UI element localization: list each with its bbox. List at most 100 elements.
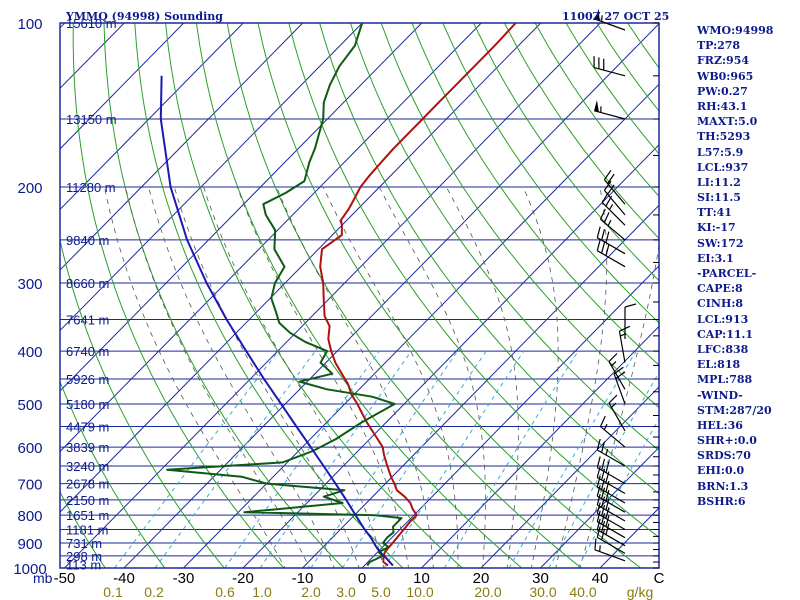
dry-adiabat-line (319, 23, 659, 495)
wind-barb-full (608, 353, 618, 363)
mixing-ratio-tick-label: 40.0 (569, 584, 596, 600)
temperature-tick-label: -40 (113, 570, 135, 587)
moist-adiabat-line (378, 186, 486, 568)
wind-barb-full (599, 415, 606, 427)
moist-adiabat-line (522, 186, 559, 568)
wind-barb-full (596, 239, 601, 251)
wind-barb (603, 169, 626, 205)
index-entry: CAPE:8 (697, 282, 743, 296)
temperature-tick-label: 0 (358, 570, 366, 587)
index-entry: STM:287/20 (697, 403, 772, 417)
isotherm-line (480, 386, 659, 568)
wind-barb (594, 538, 626, 562)
temperature-tick-label: -20 (232, 570, 254, 587)
isotherm-line (60, 23, 423, 392)
parcel-line (159, 75, 394, 567)
wind-barb (608, 394, 626, 432)
wind-barb-staff (596, 486, 626, 504)
index-entry: EL:818 (697, 358, 741, 372)
pressure-tick-label: 400 (17, 344, 42, 361)
moist-adiabat-line (236, 186, 409, 568)
index-entry: TP:278 (697, 39, 741, 53)
dry-adiabat-line (442, 23, 659, 324)
index-entry: SHR+:0.0 (697, 434, 757, 448)
wind-barb-full (605, 480, 610, 493)
wind-barb (599, 208, 626, 241)
dry-adiabat-line (288, 23, 659, 538)
height-label: 1651 m (66, 508, 109, 523)
dry-adiabat-line (60, 380, 166, 568)
pressure-tick-label: 800 (17, 508, 42, 525)
mixing-ratio-tick-label: 30.0 (529, 584, 556, 600)
height-label: 6740 m (66, 344, 109, 359)
wind-barb-staff (608, 402, 626, 432)
temperature-tick-label: -10 (292, 570, 314, 587)
wind-barb-staff (608, 361, 626, 390)
index-entry: BRN:1.3 (697, 479, 749, 493)
wind-barb (596, 510, 626, 539)
isotherm-line (60, 23, 363, 332)
wind-barb-staff (613, 373, 626, 405)
wind-barbs (593, 8, 659, 569)
height-label: 1181 m (66, 523, 108, 538)
dry-adiabat-line (257, 23, 642, 568)
height-label: 11280 m (66, 180, 116, 195)
height-label: 9840 m (66, 233, 109, 248)
index-entry: KI:-17 (697, 221, 736, 235)
wind-barb-full (601, 192, 609, 203)
wind-barb-full (601, 458, 606, 471)
wind-barb (593, 100, 626, 120)
index-entry: MAXT:5.0 (697, 115, 758, 129)
wind-barb-staff (603, 179, 626, 205)
index-entry: MPL:788 (697, 373, 753, 387)
temperature-tick-label: -50 (54, 570, 76, 587)
index-entry: LFC:838 (697, 342, 749, 356)
wind-barb-full (613, 366, 624, 375)
wind-barb-full (605, 461, 610, 473)
index-entry: WMO:94998 (697, 24, 774, 37)
wind-barb-full (596, 485, 601, 497)
height-label: 298 m (66, 549, 102, 564)
temperature-tick-label: 20 (473, 570, 490, 587)
isotherm-line (361, 265, 659, 568)
wind-barb-full (603, 180, 612, 191)
wind-barb-staff (594, 18, 626, 31)
index-entry: PW:0.27 (697, 84, 748, 98)
mixing-ratio-tick-label: 0.6 (215, 584, 235, 600)
wind-barb (596, 502, 626, 531)
moist-adiabat-line (125, 187, 311, 568)
height-label: 13150 m (66, 112, 117, 127)
wind-barb (596, 485, 626, 513)
mixing-ratio-tick-label: 10.0 (406, 584, 433, 600)
wind-barb-half (605, 448, 609, 456)
index-entry: SI:11.5 (697, 191, 741, 205)
moist-adiabat-line (555, 187, 608, 568)
isotherm-line (60, 23, 185, 150)
moist-adiabat-line (579, 243, 659, 568)
wind-barb-full (605, 498, 610, 511)
wind-barb-staff (596, 495, 626, 513)
isotherm-line (0, 23, 5, 568)
wind-barb (593, 56, 626, 77)
dry-adiabat-line (72, 23, 285, 568)
wind-barb-half (608, 204, 614, 210)
wind-barb-full (605, 507, 610, 519)
wind-barb-full (596, 475, 601, 488)
wind-barb-full (601, 496, 606, 508)
wind-barb-full (601, 441, 606, 453)
moist-adiabat-line (276, 186, 434, 568)
wind-barb-staff (596, 536, 626, 554)
wind-barb-full (596, 438, 601, 451)
wind-barb-full (601, 229, 606, 241)
mixing-ratio-tick-label: 3.0 (336, 584, 356, 600)
chart-title: YMMQ (94998) Sounding (65, 10, 223, 23)
wind-barb-staff (596, 476, 626, 495)
wind-barb-full (607, 184, 615, 195)
index-entry: CAP:11.1 (697, 327, 754, 341)
wind-barb-full (601, 513, 606, 525)
chart-datetime: 1100Z 27 OCT 25 (562, 10, 669, 23)
wind-barb-full (605, 231, 610, 243)
mixing-ratio-line (548, 371, 659, 568)
wind-barb-full (599, 208, 606, 220)
